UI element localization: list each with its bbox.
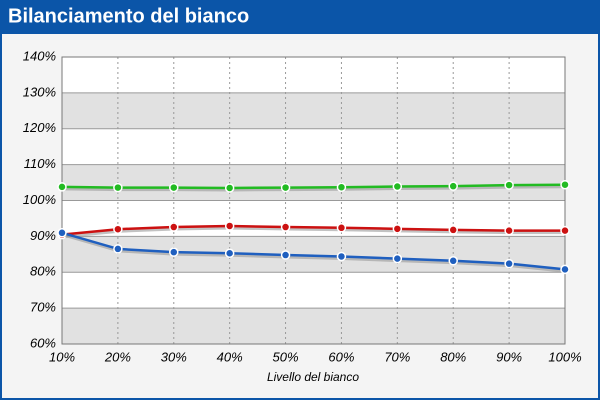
point bbox=[560, 225, 570, 236]
point bbox=[224, 248, 235, 258]
point bbox=[448, 181, 458, 191]
point bbox=[280, 250, 291, 260]
line-shadow bbox=[62, 185, 567, 192]
y-tick-label: 70% bbox=[30, 300, 56, 315]
point bbox=[280, 182, 291, 193]
point bbox=[113, 224, 123, 234]
point bbox=[392, 181, 403, 192]
point bbox=[336, 251, 347, 262]
x-tick-label: 80% bbox=[440, 349, 466, 364]
point bbox=[113, 182, 123, 193]
point bbox=[448, 256, 458, 266]
point bbox=[57, 228, 67, 238]
x-tick-label: 40% bbox=[217, 349, 243, 364]
point bbox=[280, 222, 291, 232]
y-tick-label: 130% bbox=[23, 84, 56, 99]
point bbox=[392, 253, 403, 264]
plot: 60% 70% 80% 90% 100% 110% 120% 130% 140% 10% 20% 30… bbox=[23, 48, 582, 364]
x-tick-label: 70% bbox=[384, 349, 410, 364]
x-tick-label: 30% bbox=[161, 349, 187, 364]
x-tick-label: 20% bbox=[104, 349, 131, 364]
point bbox=[504, 258, 514, 269]
point bbox=[560, 264, 570, 275]
point bbox=[392, 224, 403, 234]
band bbox=[62, 164, 565, 201]
point bbox=[224, 221, 235, 231]
series-line bbox=[61, 183, 566, 190]
y-tick-label: 110% bbox=[24, 156, 56, 171]
point bbox=[113, 244, 123, 254]
band bbox=[62, 92, 565, 129]
point bbox=[169, 222, 179, 232]
y-tick-label: 90% bbox=[30, 228, 56, 243]
x-tick-label: 90% bbox=[496, 349, 522, 364]
x-axis-label: Livello del bianco bbox=[267, 370, 359, 384]
x-tick-label: 60% bbox=[328, 349, 354, 364]
point bbox=[448, 225, 458, 235]
line-shadow bbox=[62, 226, 566, 239]
line-shadow bbox=[62, 233, 567, 273]
point bbox=[169, 182, 179, 193]
band bbox=[62, 236, 565, 273]
point bbox=[57, 182, 67, 192]
band bbox=[62, 308, 565, 344]
point bbox=[224, 183, 235, 193]
x-tick-label: 10% bbox=[49, 349, 75, 364]
x-tick-label: 50% bbox=[273, 349, 299, 364]
point bbox=[504, 225, 514, 236]
point bbox=[336, 182, 347, 192]
y-tick-label: 120% bbox=[23, 120, 56, 135]
chart-title: Bilanciamento del bianco bbox=[8, 5, 249, 27]
plot-border bbox=[61, 56, 566, 345]
y-tick-label: 100% bbox=[23, 192, 56, 207]
point bbox=[560, 179, 570, 190]
series-line bbox=[61, 231, 566, 271]
y-tick-label: 80% bbox=[30, 264, 56, 279]
point bbox=[336, 223, 347, 233]
y-tick-label: 140% bbox=[23, 48, 56, 63]
series-line bbox=[61, 224, 565, 236]
x-tick-label: 100% bbox=[548, 349, 581, 364]
y-tick-label: 60% bbox=[30, 335, 56, 350]
point bbox=[504, 180, 514, 190]
point bbox=[169, 247, 179, 257]
